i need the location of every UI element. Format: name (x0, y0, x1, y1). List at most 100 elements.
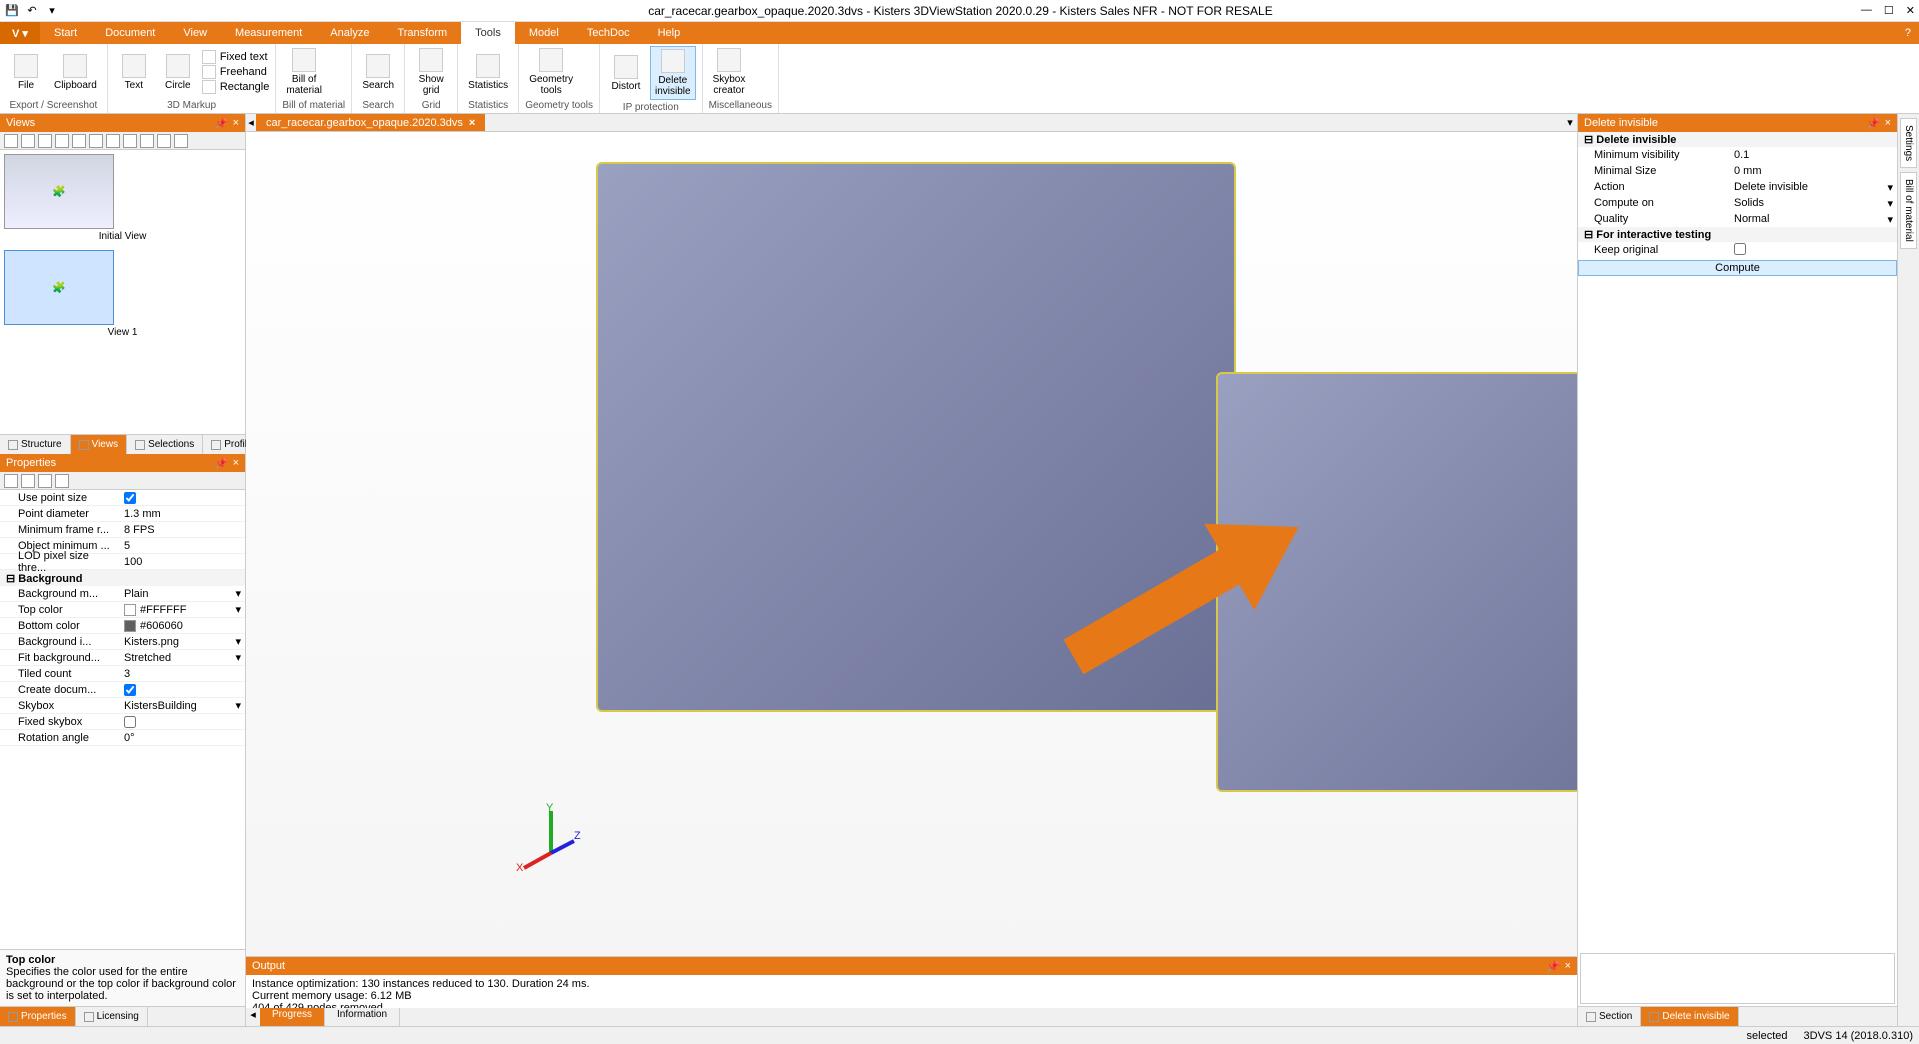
views-tab-views[interactable]: Views (71, 435, 128, 454)
views-tab-structure[interactable]: Structure (0, 435, 71, 454)
right-group[interactable]: ⊟ For interactive testing (1578, 227, 1897, 242)
side-tab-bill-of-material[interactable]: Bill of material (1900, 172, 1917, 249)
right-group[interactable]: ⊟ Delete invisible (1578, 132, 1897, 147)
property-value[interactable]: 8 FPS (120, 524, 245, 536)
ribbon-tab-measurement[interactable]: Measurement (221, 22, 316, 44)
freehand-button[interactable]: Freehand (202, 65, 270, 79)
maximize-icon[interactable]: ☐ (1884, 4, 1894, 17)
pin-icon[interactable]: 📌 (215, 117, 229, 130)
views-tab-selections[interactable]: Selections (127, 435, 203, 454)
bom-button[interactable]: Bill of material (282, 46, 326, 98)
close-icon[interactable]: × (1885, 117, 1891, 130)
property-value[interactable]: KistersBuilding ▾ (120, 699, 245, 712)
property-value[interactable]: Kisters.png ▾ (120, 635, 245, 648)
close-icon[interactable]: × (233, 117, 239, 130)
geometry-button[interactable]: Geometry tools (525, 46, 577, 98)
tab-prev-icon[interactable]: ◂ (246, 114, 256, 131)
close-icon[interactable]: × (233, 457, 239, 470)
pin-icon[interactable]: 📌 (1867, 117, 1881, 130)
pin-icon[interactable]: 📌 (1547, 960, 1561, 973)
property-value[interactable]: 5 (120, 540, 245, 552)
view-thumbnail[interactable]: 🧩 (4, 250, 114, 325)
ribbon-tab-analyze[interactable]: Analyze (316, 22, 383, 44)
qat-dropdown-icon[interactable]: ▾ (44, 3, 60, 19)
property-value[interactable]: Plain ▾ (120, 587, 245, 600)
property-group[interactable]: ⊟ Background (0, 570, 245, 586)
property-row: Point diameter1.3 mm (0, 506, 245, 522)
output-tab-progress[interactable]: Progress (260, 1008, 325, 1026)
rectangle-button[interactable]: Rectangle (202, 80, 270, 94)
pin-icon[interactable]: 📌 (215, 457, 229, 470)
property-value[interactable]: Stretched ▾ (120, 651, 245, 664)
side-tab-settings[interactable]: Settings (1900, 118, 1917, 168)
tool-icon[interactable] (106, 134, 120, 148)
app-menu-button[interactable]: V ▾ (0, 22, 40, 44)
property-value[interactable] (120, 492, 245, 504)
setting-row: Minimal Size0 mm (1578, 163, 1897, 179)
text-button[interactable]: Text (114, 52, 154, 93)
statistics-button[interactable]: Statistics (464, 52, 512, 93)
property-value[interactable]: 3 (120, 668, 245, 680)
ribbon-tab-start[interactable]: Start (40, 22, 91, 44)
ribbon-tab-view[interactable]: View (169, 22, 221, 44)
property-value[interactable]: #606060 (120, 620, 245, 632)
distort-button[interactable]: Distort (606, 53, 646, 94)
tool-icon[interactable] (21, 134, 35, 148)
property-value[interactable]: #FFFFFF ▾ (120, 603, 245, 616)
tool-icon[interactable] (174, 134, 188, 148)
qat-undo-icon[interactable]: ↶ (24, 3, 40, 19)
close-icon[interactable]: × (469, 117, 475, 129)
output-tab-information[interactable]: Information (325, 1008, 400, 1026)
tool-icon[interactable] (123, 134, 137, 148)
tool-icon[interactable] (21, 474, 35, 488)
property-value[interactable]: 1.3 mm (120, 508, 245, 520)
tool-icon[interactable] (55, 134, 69, 148)
help-icon[interactable]: ? (1905, 22, 1919, 44)
right-tab-delete-invisible[interactable]: Delete invisible (1641, 1007, 1738, 1026)
props-tab-properties[interactable]: Properties (0, 1007, 76, 1026)
compute-button[interactable]: Compute (1578, 260, 1897, 276)
3d-viewport[interactable]: Y X Z (246, 132, 1577, 956)
tab-menu-icon[interactable]: ▾ (1563, 114, 1577, 131)
tool-icon[interactable] (4, 134, 18, 148)
tool-icon[interactable] (140, 134, 154, 148)
search-button[interactable]: Search (358, 52, 398, 93)
showgrid-button[interactable]: Show grid (411, 46, 451, 98)
minimize-icon[interactable]: — (1861, 4, 1872, 17)
document-tab[interactable]: car_racecar.gearbox_opaque.2020.3dvs× (256, 114, 485, 131)
property-value[interactable] (120, 716, 245, 728)
tool-icon[interactable] (89, 134, 103, 148)
tool-icon[interactable] (55, 474, 69, 488)
props-tab-licensing[interactable]: Licensing (76, 1007, 148, 1026)
tab-prev-icon[interactable]: ◂ (246, 1008, 260, 1026)
tool-icon[interactable] (157, 134, 171, 148)
ribbon-tab-document[interactable]: Document (91, 22, 169, 44)
property-row: Top color#FFFFFF ▾ (0, 602, 245, 618)
close-icon[interactable]: × (1565, 960, 1571, 973)
tool-icon[interactable] (4, 474, 18, 488)
close-icon[interactable]: ✕ (1906, 4, 1915, 17)
ribbon-tab-tools[interactable]: Tools (461, 22, 515, 44)
fixedtext-button[interactable]: Fixed text (202, 50, 270, 64)
svg-text:Z: Z (574, 830, 581, 842)
output-panel-header: Output 📌× (246, 957, 1577, 975)
property-value[interactable]: 100 (120, 556, 245, 568)
property-value[interactable] (120, 684, 245, 696)
ribbon-tab-help[interactable]: Help (644, 22, 695, 44)
property-value[interactable]: 0° (120, 732, 245, 744)
ribbon-tab-transform[interactable]: Transform (383, 22, 461, 44)
tool-icon[interactable] (38, 134, 52, 148)
clipboard-button[interactable]: Clipboard (50, 52, 101, 93)
view-thumbnail[interactable]: 🧩 (4, 154, 114, 229)
tool-icon[interactable] (72, 134, 86, 148)
circle-button[interactable]: Circle (158, 52, 198, 93)
file-button[interactable]: File (6, 52, 46, 93)
ribbon-tab-techdoc[interactable]: TechDoc (573, 22, 644, 44)
empty-panel (1580, 953, 1895, 1004)
right-tab-section[interactable]: Section (1578, 1007, 1641, 1026)
delete-invisible-button[interactable]: Delete invisible (650, 46, 696, 100)
skybox-button[interactable]: Skybox creator (709, 46, 750, 98)
ribbon-tab-model[interactable]: Model (515, 22, 573, 44)
tool-icon[interactable] (38, 474, 52, 488)
qat-save-icon[interactable]: 💾 (4, 3, 20, 19)
